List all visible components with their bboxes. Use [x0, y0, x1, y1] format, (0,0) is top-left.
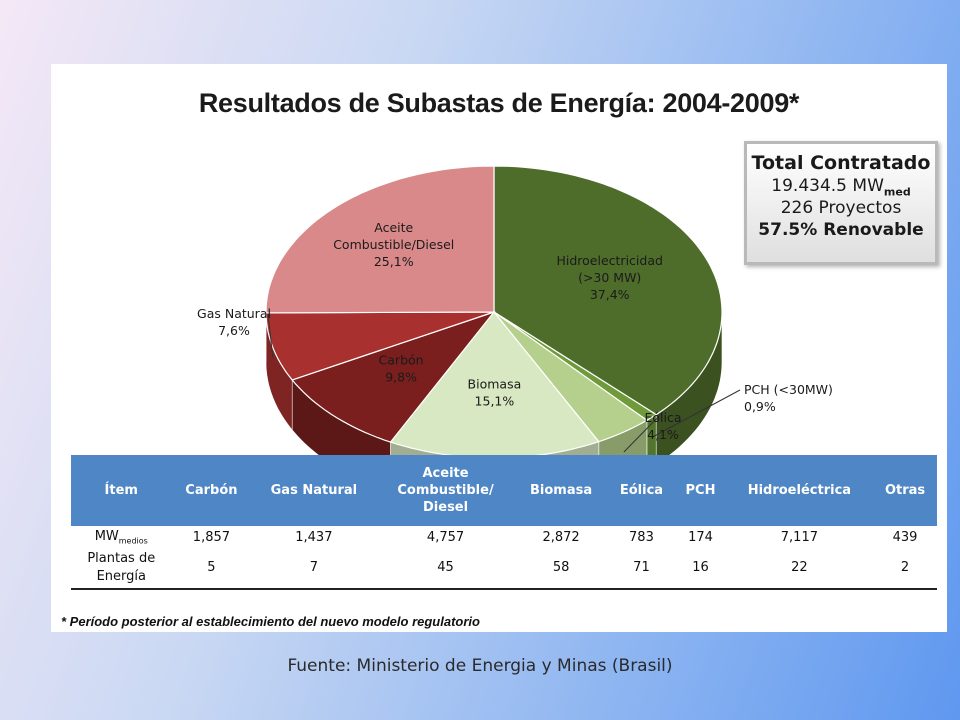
- source-caption: Fuente: Ministerio de Energia y Minas (B…: [287, 656, 673, 676]
- table-header-cell: Aceite Combustible/Diesel: [376, 455, 515, 526]
- pie-label-3: Biomasa 15,1%: [468, 377, 522, 409]
- pie-label-1: PCH (<30MW) 0,9%: [744, 382, 833, 414]
- pie-label-4: Carbón 9,8%: [379, 352, 424, 384]
- table-cell: 71: [607, 548, 676, 590]
- table-header-cell: Hidroeléctrica: [725, 455, 874, 526]
- table-cell: 1,857: [192, 529, 231, 545]
- table-cell: 45: [376, 548, 515, 590]
- pie-top-faces: [265, 165, 723, 459]
- leader-line-1: [651, 389, 741, 438]
- pie-slice-6: [265, 165, 495, 314]
- auction-table: Ítem Carbón Gas Natural Aceite Combustible/D…: [71, 455, 937, 590]
- table-cell: 5: [171, 548, 252, 590]
- table-cell: 16: [675, 548, 726, 590]
- table-header-cell: Ítem: [71, 455, 172, 526]
- pie-slice-2: [493, 311, 649, 443]
- table-header-cell: Otras: [873, 455, 937, 526]
- pie-label-0: Hidroelectricidad (>30 MW) 37,4%: [556, 253, 662, 302]
- pie-leader-lines: [267, 313, 741, 453]
- total-contracted-box: Total Contratado 19.434.5 MWmed 226 Proy…: [744, 141, 938, 265]
- total-projects: 226 Proyectos: [780, 198, 902, 219]
- pie-labels: Hidroelectricidad (>30 MW) 37,4% PCH (<30MW…: [197, 220, 833, 442]
- table-cell: 2: [873, 548, 937, 590]
- total-heading: Total Contratado: [751, 152, 931, 174]
- pie-slice-4: [291, 310, 496, 443]
- slide-title: Resultados de Subastas de Energía: 2004-…: [198, 88, 800, 118]
- table-row-mw: MWmedios 1,857 1,437 4,757 2,872 783 174 7,117 4…: [71, 526, 937, 548]
- row-label-plants: Plantas de Energía: [71, 548, 172, 590]
- footnote: * Período posterior al establecimiento d…: [61, 614, 480, 629]
- table-cell: 22: [725, 548, 874, 590]
- total-renewable: 57.5% Renovable: [758, 220, 924, 241]
- table-header-cell: Biomasa: [514, 455, 608, 526]
- table-cell: 7: [251, 548, 377, 590]
- slide-panel: Resultados de Subastas de Energía: 2004-…: [51, 64, 947, 632]
- table-header-cell: Gas Natural: [251, 455, 377, 526]
- table-cell: 174: [688, 529, 713, 545]
- table-header-cell: PCH: [675, 455, 726, 526]
- table-header-cell: Eólica: [607, 455, 676, 526]
- pie-label-5: Gas Natural 7,6%: [197, 306, 271, 338]
- pie-slice-0: [493, 165, 723, 416]
- total-mw: 19.434.5 MWmed: [771, 176, 911, 199]
- table-cell: 1,437: [295, 529, 333, 545]
- leader-line-5: [267, 313, 274, 358]
- table-cell: 783: [629, 529, 654, 545]
- table-header-row: Ítem Carbón Gas Natural Aceite Combustible/D…: [71, 455, 937, 526]
- table-header-cell: Carbón: [171, 455, 252, 526]
- table-cell: 439: [892, 529, 918, 545]
- table-cell: 4,757: [426, 529, 465, 545]
- row-label-mw: MWmedios: [94, 528, 148, 546]
- pie-chart: Hidroelectricidad (>30 MW) 37,4% PCH (<30MW…: [197, 165, 833, 464]
- pie-slice-5: [265, 311, 495, 381]
- table-row-plants: Plantas de Energía 5 7 45 58 71 16 22 2: [71, 548, 937, 590]
- table-cell: 58: [514, 548, 608, 590]
- leader-line-2: [623, 411, 664, 453]
- table-cell: 7,117: [780, 529, 818, 545]
- table-cell: 2,872: [542, 529, 580, 545]
- pie-label-6: Aceite Combustible/Diesel 25,1%: [333, 220, 454, 269]
- pie-label-2: Eólica 4,1%: [644, 410, 681, 442]
